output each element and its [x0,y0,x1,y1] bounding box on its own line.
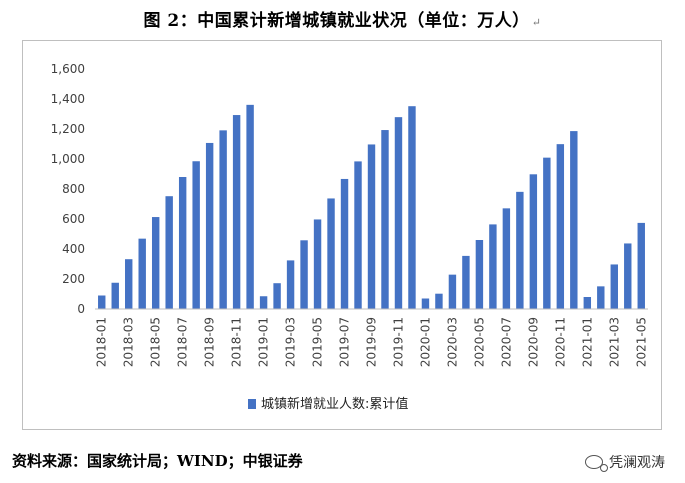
bar [219,130,227,309]
bar [435,293,443,309]
y-tick-label: 1,400 [51,92,85,106]
bar [637,222,645,309]
x-tick-label: 2018-01 [95,317,109,367]
x-tick-label: 2019-03 [284,317,298,367]
bar [624,243,632,309]
bar [543,157,551,309]
wechat-icon [585,455,608,472]
bar [178,177,187,309]
bar [340,178,349,309]
bar [354,161,362,309]
bar [570,131,578,309]
x-tick-label: 2018-11 [230,317,244,367]
bar [489,224,497,309]
y-tick-label: 1,000 [51,152,85,166]
brand-name: 凭澜观涛 [609,455,665,471]
chart-title: 图 2：中国累计新增城镇就业状况（单位：万人） ↵ [0,6,685,31]
x-tick-label: 2018-09 [203,317,217,367]
chart-title-text: 图 2：中国累计新增城镇就业状况（单位：万人） [143,11,530,31]
bar [151,217,160,309]
bar [259,296,268,309]
paragraph-mark: ↵ [531,16,542,29]
legend-label: 城镇新增就业人数:累计值 [261,396,408,412]
y-tick-label: 400 [62,242,85,256]
bar [313,219,322,309]
bar [273,283,281,309]
bar [610,264,618,309]
bar [381,130,389,309]
bar [367,144,376,309]
x-tick-label: 2021-01 [580,317,594,367]
bar [232,115,241,309]
bar [286,260,295,309]
x-tick-label: 2020-11 [553,317,567,367]
bar [246,104,254,309]
y-tick-label: 600 [62,212,85,226]
y-tick-label: 0 [77,302,85,316]
bar [138,238,146,309]
bar [394,117,403,310]
bar [597,286,605,309]
bar [98,295,106,309]
x-tick-label: 2018-05 [149,317,163,367]
bar [192,161,200,309]
x-tick-label: 2020-03 [445,317,459,367]
x-tick-label: 2020-05 [472,317,486,367]
bar [111,282,119,309]
bar [300,240,308,309]
x-tick-label: 2019-11 [391,317,405,367]
bar [502,208,511,309]
x-tick-label: 2018-03 [122,317,136,367]
y-tick-label: 1,600 [51,62,85,76]
bar [327,198,335,309]
x-tick-label: 2020-01 [418,317,432,367]
y-tick-label: 200 [62,272,85,286]
bar [462,255,470,309]
bar [516,191,524,309]
bar [205,142,214,309]
bar [583,297,592,309]
bar [165,196,173,309]
y-tick-label: 800 [62,182,85,196]
bar-chart: 0 200 400 600 800 1,000 1,200 1,400 1,600 2018-01… [51,62,649,412]
x-tick-label: 2021-05 [634,317,648,367]
x-tick-label: 2021-03 [607,317,621,367]
x-tick-label: 2019-01 [257,317,271,367]
source-note: 资料来源：国家统计局；WIND；中银证券 [12,452,303,470]
brand-watermark: 凭澜观涛 [585,452,665,472]
x-tick-label: 2020-07 [499,317,513,367]
y-tick-label: 1,200 [51,122,85,136]
bar [421,298,430,309]
legend-swatch [248,399,256,409]
bar [408,106,416,309]
bar [529,174,538,309]
bar [125,259,133,309]
x-tick-label: 2019-07 [338,317,352,367]
chart-frame: 0 200 400 600 800 1,000 1,200 1,400 1,600 2018-01… [22,40,662,430]
x-tick-label: 2018-07 [176,317,190,367]
bar [556,144,565,309]
x-tick-label: 2020-09 [526,317,540,367]
x-tick-label: 2019-05 [311,317,325,367]
bar [475,240,484,309]
x-tick-label: 2019-09 [365,317,379,367]
bar [448,274,457,309]
